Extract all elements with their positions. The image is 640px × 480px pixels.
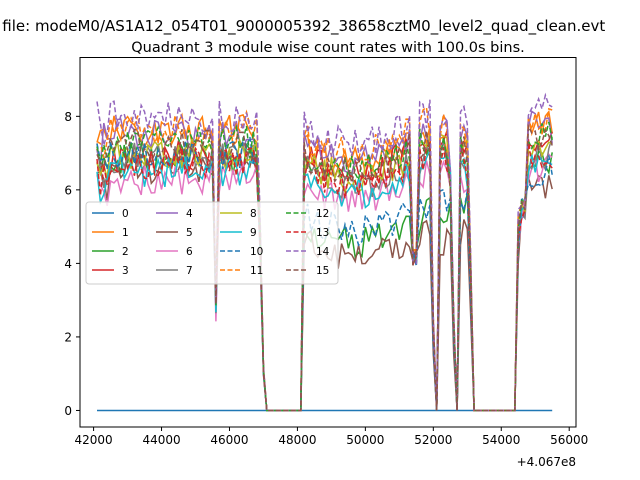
legend-label-9: 9 — [250, 227, 257, 239]
x-axis: 42000 44000 46000 48000 50000 52000 54000 56000 — [74, 427, 588, 447]
y-tick-label: 4 — [64, 257, 72, 271]
legend-label-2: 2 — [122, 246, 129, 258]
x-tick-label: 48000 — [278, 433, 316, 447]
legend-label-1: 1 — [122, 227, 129, 239]
legend-label-10: 10 — [250, 246, 263, 258]
x-tick-label: 56000 — [550, 433, 588, 447]
x-tick-label: 52000 — [414, 433, 452, 447]
series-line-13 — [96, 139, 553, 412]
y-tick-label: 8 — [64, 110, 72, 124]
legend-label-13: 13 — [316, 227, 329, 239]
chart-title: Quadrant 3 module wise count rates with … — [131, 40, 525, 56]
y-tick-label: 2 — [64, 330, 72, 344]
x-tick-label: 54000 — [482, 433, 520, 447]
plot-frame — [79, 57, 577, 428]
x-tick-label: 44000 — [142, 433, 180, 447]
legend-label-12: 12 — [316, 208, 329, 220]
x-offset-label: +4.067e8 — [517, 455, 576, 469]
legend-label-14: 14 — [316, 246, 330, 258]
legend-label-4: 4 — [186, 208, 193, 220]
legend-label-7: 7 — [186, 265, 193, 277]
legend-label-15: 15 — [316, 265, 329, 277]
legend-label-3: 3 — [122, 265, 129, 277]
y-tick-label: 0 — [64, 404, 72, 418]
series-line-14 — [96, 92, 553, 412]
y-axis: 0 2 4 6 8 — [64, 110, 80, 418]
x-tick-label: 50000 — [346, 433, 384, 447]
suptitle: n file: modeM0/AS1A12_054T01_9000005392_… — [0, 17, 605, 36]
x-tick-label: 46000 — [210, 433, 248, 447]
legend-label-0: 0 — [122, 208, 129, 220]
legend-label-8: 8 — [250, 208, 257, 220]
legend-box — [85, 201, 339, 285]
legend-label-6: 6 — [186, 246, 193, 258]
legend-label-11: 11 — [250, 265, 263, 277]
legend-label-5: 5 — [186, 227, 193, 239]
y-tick-label: 6 — [64, 183, 72, 197]
series-line-15 — [96, 123, 553, 412]
x-tick-label: 42000 — [74, 433, 112, 447]
